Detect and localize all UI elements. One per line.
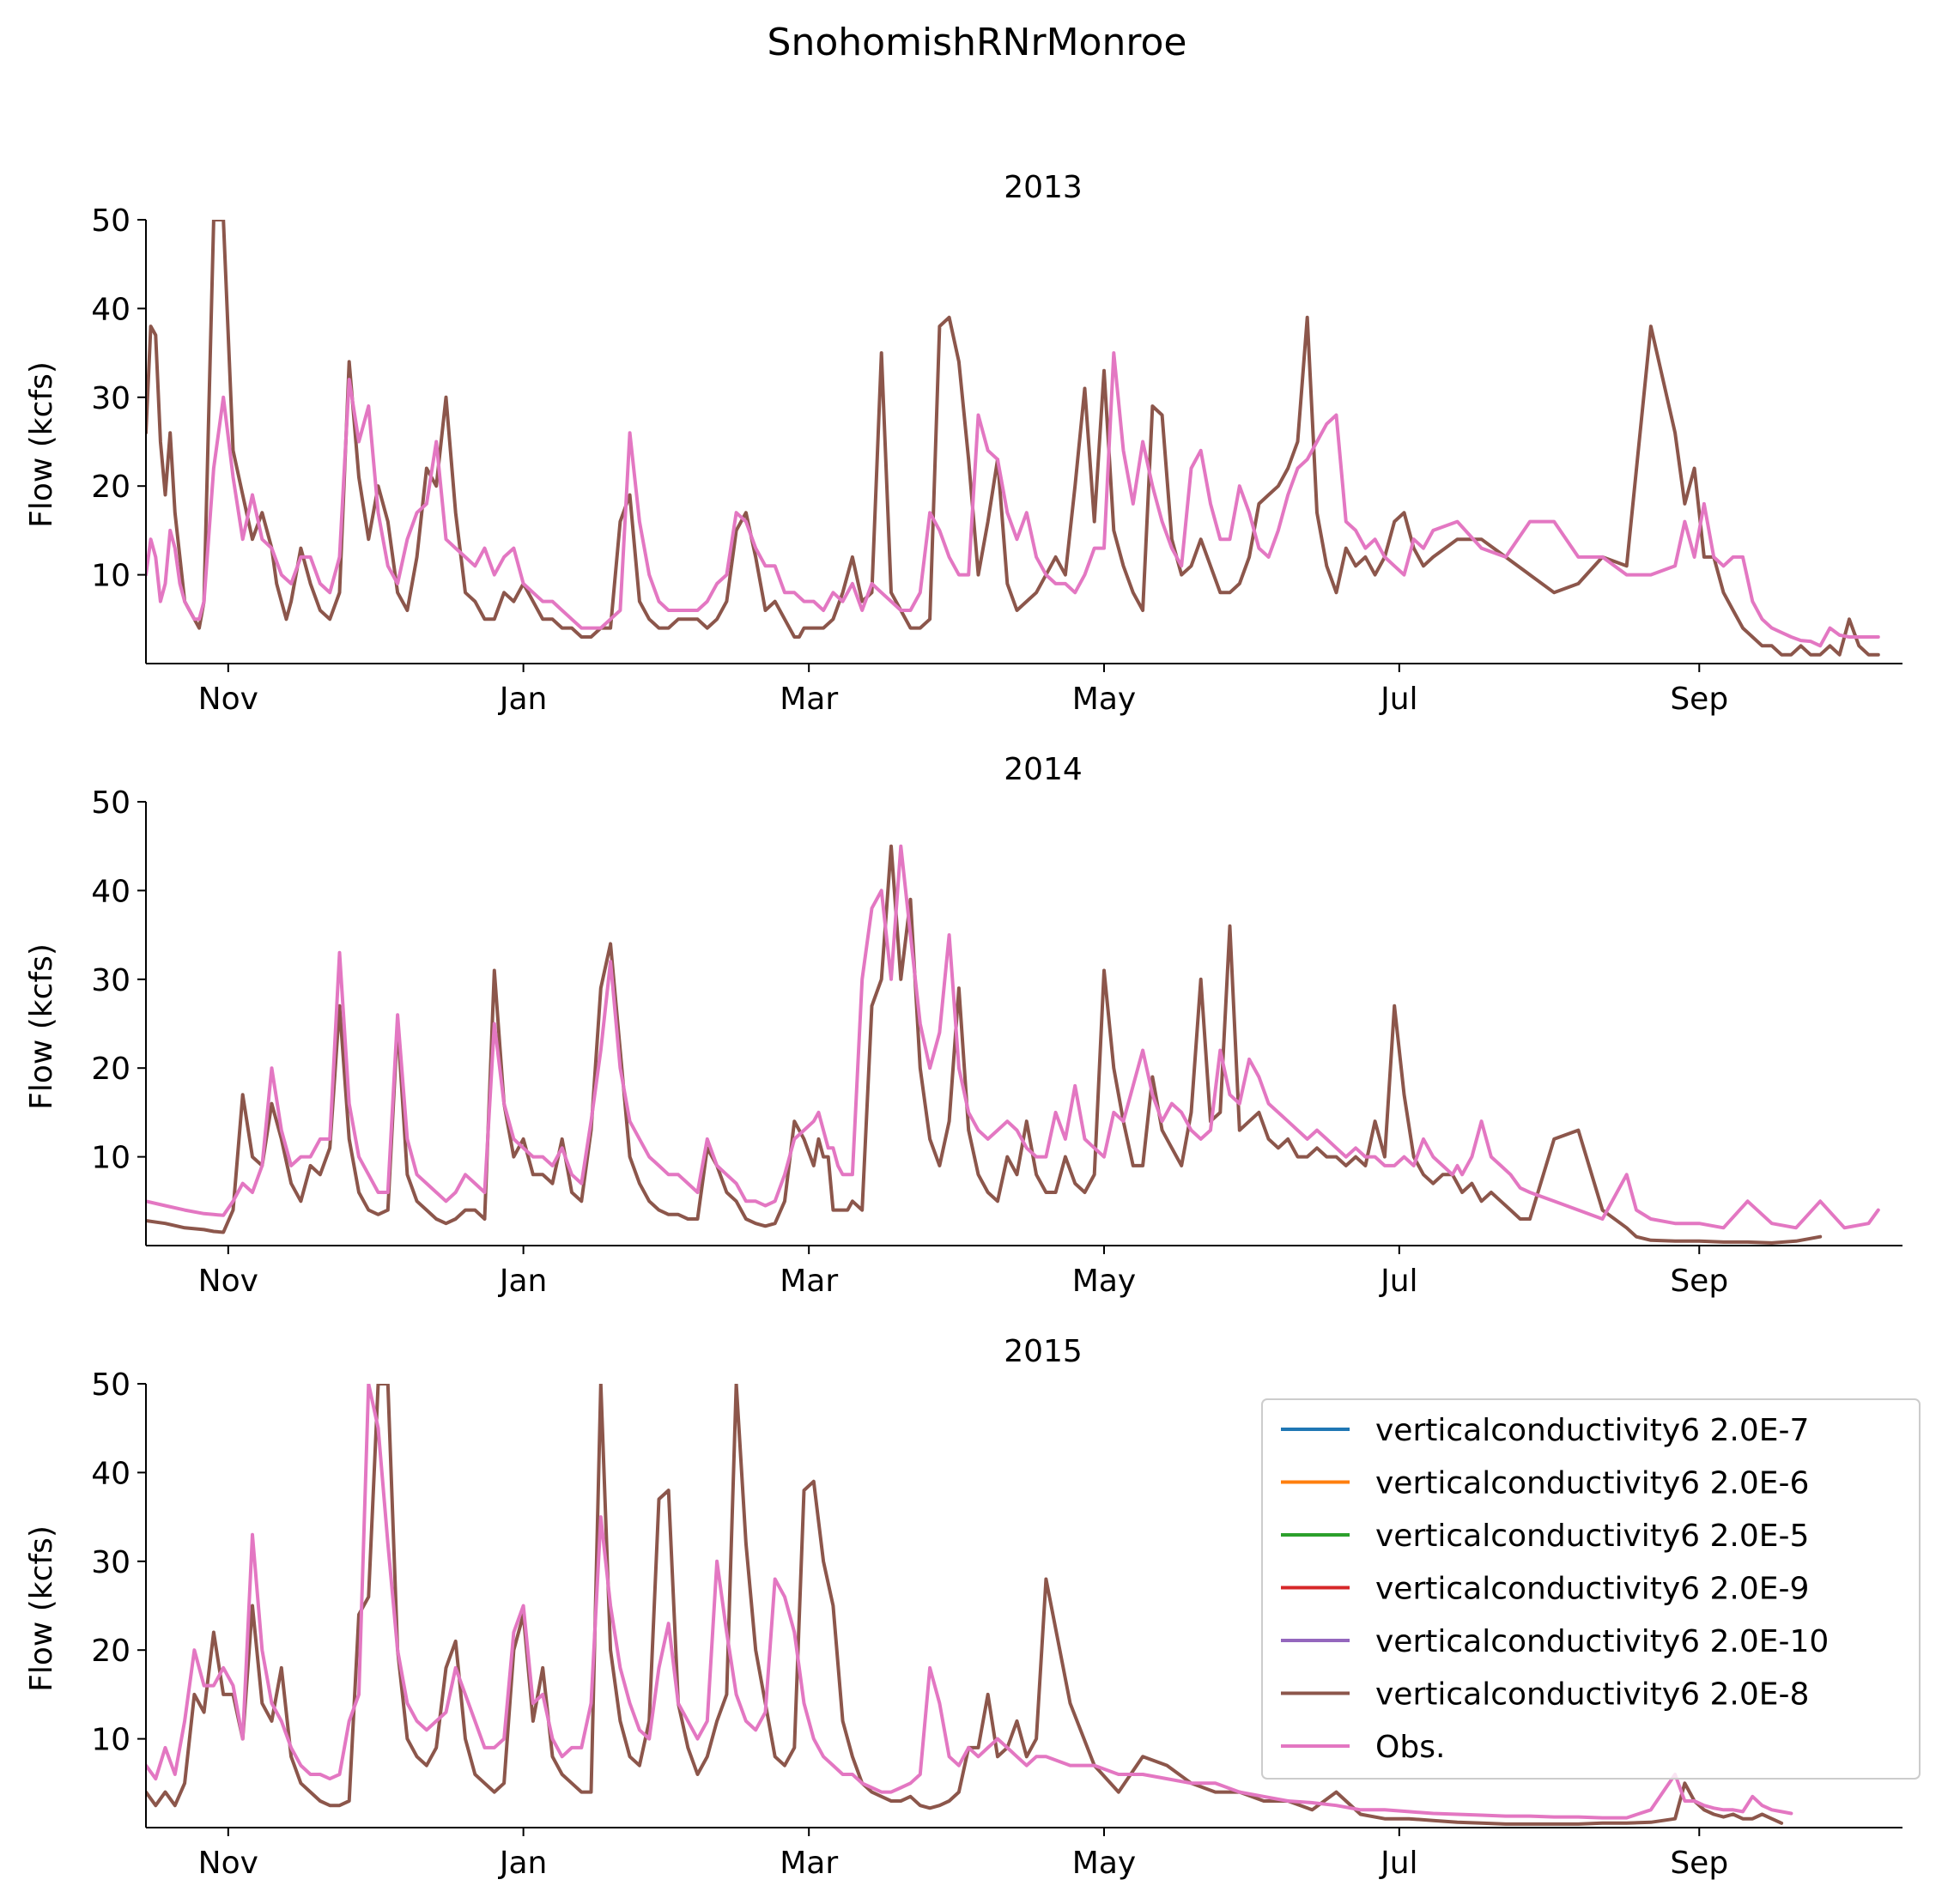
- x-tick-label: Nov: [198, 682, 258, 717]
- series-line: [146, 844, 1880, 1230]
- x-tick-label: Sep: [1670, 1264, 1728, 1299]
- x-tick-label: Sep: [1670, 682, 1728, 717]
- y-tick-label: 30: [91, 381, 130, 416]
- y-tick-label: 40: [91, 292, 130, 327]
- y-axis-label: Flow (kcfs): [24, 943, 59, 1110]
- x-tick-label: Jan: [498, 1846, 548, 1881]
- panel-title: 2015: [1004, 1334, 1083, 1369]
- x-tick-label: Jul: [1379, 1846, 1417, 1881]
- panel-2015: 2015 Flow (kcfs) 10 20 30 40 50 Nov Jan Mar May J…: [24, 1334, 1921, 1881]
- x-tick-label: Jul: [1379, 1264, 1417, 1299]
- series-line: [146, 1384, 1784, 1826]
- legend-label: verticalconductivity6 2.0E-6: [1375, 1466, 1809, 1501]
- plot-area: 10 20 30 40 50 Nov Jan Mar May Jul Sep: [91, 1367, 1902, 1881]
- x-tick-label: Jul: [1379, 682, 1417, 717]
- y-tick-label: 50: [91, 785, 130, 821]
- y-tick-label: 20: [91, 1634, 130, 1669]
- legend-label: verticalconductivity6 2.0E-10: [1375, 1624, 1829, 1659]
- y-tick-label: 10: [91, 559, 130, 594]
- panel-title: 2014: [1004, 752, 1083, 787]
- x-tick-label: Mar: [780, 682, 838, 717]
- y-axis-label: Flow (kcfs): [24, 361, 59, 528]
- y-tick-label: 10: [91, 1723, 130, 1758]
- x-tick-label: Sep: [1670, 1846, 1728, 1881]
- legend-label: verticalconductivity6 2.0E-9: [1375, 1572, 1809, 1607]
- y-tick-label: 50: [91, 203, 130, 239]
- y-tick-label: 20: [91, 470, 130, 505]
- legend-label: verticalconductivity6 2.0E-8: [1375, 1677, 1809, 1713]
- panel-title: 2013: [1004, 170, 1083, 205]
- y-tick-label: 40: [91, 1456, 130, 1491]
- figure-suptitle: SnohomishRNrMonroe: [768, 21, 1187, 64]
- series-line: [146, 1384, 1793, 1820]
- x-tick-label: May: [1072, 1846, 1136, 1881]
- x-tick-label: Nov: [198, 1264, 258, 1299]
- x-tick-label: Mar: [780, 1846, 838, 1881]
- plot-area: 10 20 30 40 50 Nov Jan Mar May Jul Sep: [91, 785, 1902, 1299]
- x-tick-label: May: [1072, 682, 1136, 717]
- y-tick-label: 30: [91, 1545, 130, 1580]
- y-tick-label: 40: [91, 874, 130, 909]
- x-tick-label: Jan: [498, 682, 548, 717]
- panel-2013: 2013 Flow (kcfs) 10 20 30 40 50 Nov Jan Mar May J…: [24, 170, 1902, 717]
- y-tick-label: 10: [91, 1141, 130, 1176]
- legend-label: verticalconductivity6 2.0E-7: [1375, 1413, 1809, 1448]
- legend-frame: [1261, 1398, 1921, 1780]
- x-tick-label: May: [1072, 1264, 1136, 1299]
- series-line: [146, 844, 1823, 1245]
- y-tick-label: 20: [91, 1052, 130, 1087]
- plot-area: 10 20 30 40 50 Nov Jan Mar May Jul Sep: [91, 203, 1902, 717]
- x-tick-label: Mar: [780, 1264, 838, 1299]
- legend-label: Obs.: [1375, 1730, 1445, 1765]
- y-tick-label: 30: [91, 963, 130, 998]
- legend: verticalconductivity6 2.0E-7 verticalcond…: [1261, 1398, 1921, 1780]
- y-tick-label: 50: [91, 1367, 130, 1403]
- series-line: [146, 351, 1880, 648]
- panel-2014: 2014 Flow (kcfs) 10 20 30 40 50 Nov Jan Mar May J…: [24, 752, 1902, 1299]
- y-axis-label: Flow (kcfs): [24, 1525, 59, 1692]
- legend-label: verticalconductivity6 2.0E-5: [1375, 1519, 1809, 1554]
- x-tick-label: Nov: [198, 1846, 258, 1881]
- x-tick-label: Jan: [498, 1264, 548, 1299]
